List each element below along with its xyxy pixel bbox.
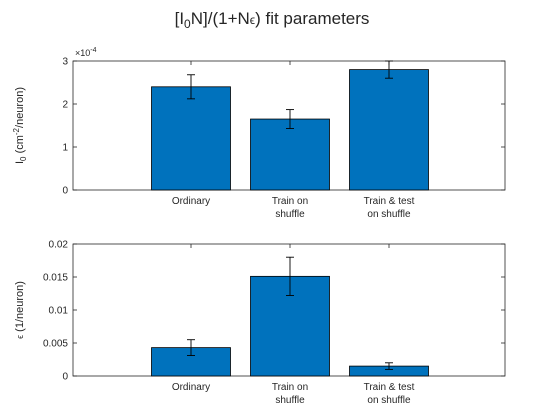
error-bar-1 [286,256,294,296]
y-axis-label: ϵ (1/neuron) [14,281,26,339]
chart-title: [I0N]/(1+Nϵ) fit parameters [175,9,370,31]
y-tick-label: 0 [62,186,68,197]
bar-1 [250,118,330,191]
panel-top: 0 1 2 3 Ordinary Train on shuffle Train & test o… [12,47,506,220]
x-tick-label: Ordinary [172,196,210,207]
error-bar-1 [286,109,294,129]
bar-0 [151,86,231,191]
x-tick-label: Train on shuffle [272,382,308,406]
y-tick-label: 0.015 [43,273,68,284]
panel-bottom: 0 0.005 0.01 0.015 0.02 Ordinary Train on shuff… [14,240,506,406]
y-tick-label: 0.005 [43,339,68,350]
y-tick-label: 2 [62,100,68,111]
axis-exponent-label: ×10-4 [75,47,97,58]
error-bar-0 [187,339,195,356]
bar-2 [349,69,429,191]
error-bar-2 [385,362,393,370]
y-tick-label: 1 [62,143,68,154]
error-bar-0 [187,74,195,100]
x-tick-label: Train & test on shuffle [364,196,415,220]
y-tick-label: 0 [62,372,68,383]
x-tick-label: Train on shuffle [272,196,308,220]
error-bar-2 [385,60,393,79]
y-tick-label: 0.02 [49,240,69,251]
y-axis-label: I0 (cm-2/neuron) [12,87,28,164]
x-tick-label: Train & test on shuffle [364,382,415,406]
x-tick-label: Ordinary [172,382,210,393]
y-tick-label: 3 [62,57,68,68]
y-tick-label: 0.01 [49,306,69,317]
